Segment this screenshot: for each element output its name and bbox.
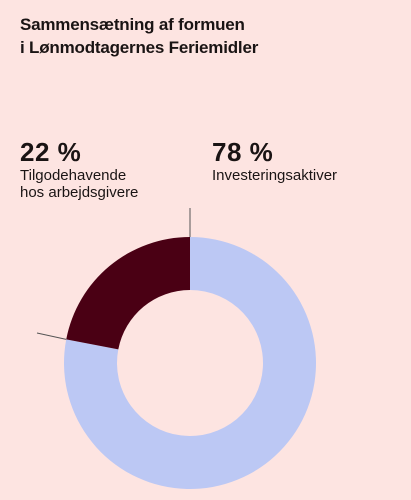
slice-value-label-receivables: 22 %	[20, 137, 82, 167]
donut-slice-receivables	[66, 237, 190, 350]
donut-slice-investments	[64, 237, 316, 490]
slice-description-receivables: Tilgodehavende hos arbejdsgivere	[20, 167, 138, 201]
slice-value-label-investments: 78 %	[212, 137, 274, 167]
slice-label-investments: 78 % Investeringsaktiver	[212, 137, 337, 184]
chart-title-line-2: i Lønmodtagernes Feriemidler	[20, 38, 259, 57]
slice-description-line-2: hos arbejdsgivere	[20, 184, 139, 201]
leader-line-left	[36, 332, 67, 340]
chart-title-line-1: Sammensætning af formuen	[20, 15, 245, 34]
slice-description-line-1: Tilgodehavende	[20, 167, 127, 184]
slice-label-receivables: 22 % Tilgodehavende hos arbejdsgivere	[20, 137, 138, 201]
slice-description-investments: Investeringsaktiver	[212, 167, 338, 184]
chart-title: Sammensætning af formuen i Lønmodtagerne…	[20, 13, 350, 59]
